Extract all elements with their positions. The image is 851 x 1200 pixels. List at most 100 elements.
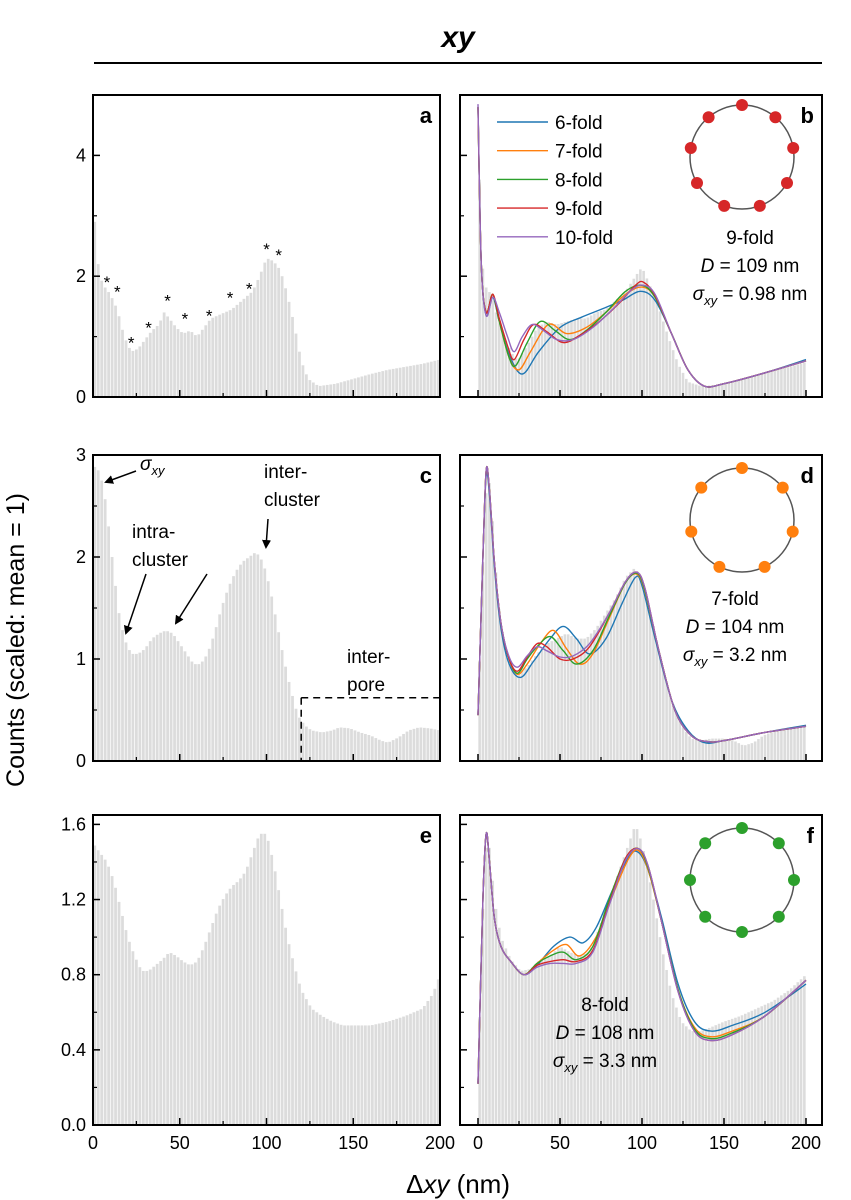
histogram-bar xyxy=(570,636,573,761)
histogram-bar xyxy=(270,596,274,761)
histogram-bar xyxy=(252,287,256,397)
histogram-bar xyxy=(187,656,190,761)
histogram-bar xyxy=(655,641,659,761)
histogram-bar xyxy=(325,384,329,397)
histogram-bar xyxy=(173,325,176,397)
legend-label-7-fold: 7-fold xyxy=(555,142,603,163)
histogram-bar xyxy=(377,371,381,397)
histogram-bar xyxy=(294,333,298,397)
histogram-bar xyxy=(287,944,291,1125)
histogram-bar xyxy=(367,734,371,761)
histogram-bar xyxy=(311,1009,315,1125)
histogram-bar xyxy=(573,954,577,1125)
inset-diameter: D = 104 nm xyxy=(686,617,785,638)
histogram-bar xyxy=(207,320,211,397)
inset-diameter-value: = 104 nm xyxy=(699,617,784,638)
histogram-bar xyxy=(329,730,333,761)
histogram-bar xyxy=(107,526,110,761)
histogram-bar xyxy=(701,740,704,761)
histogram-bar xyxy=(662,321,665,397)
histogram-bar xyxy=(416,364,419,397)
histogram-bar xyxy=(249,857,253,1125)
histogram-bar xyxy=(727,381,731,397)
histogram-bar xyxy=(180,332,183,397)
histogram-bar xyxy=(557,948,560,1125)
histogram-bar xyxy=(318,1014,322,1125)
histogram-bar xyxy=(501,632,504,761)
histogram-bar xyxy=(110,876,114,1125)
histogram-bar xyxy=(311,730,315,761)
histogram-bar xyxy=(639,578,642,761)
histogram-bar xyxy=(799,363,803,397)
pore-dot xyxy=(772,837,785,850)
panel-frame-e xyxy=(92,814,441,1126)
inset-sigma-subscript: xy xyxy=(703,293,719,308)
histogram-bar xyxy=(294,708,298,761)
histogram-c xyxy=(93,466,440,762)
histogram-bar xyxy=(423,1006,426,1125)
histogram-bar xyxy=(124,642,128,761)
histogram-bar xyxy=(694,384,698,397)
histogram-bar xyxy=(336,728,340,761)
panel-b: b 6-fold 7-fold 8-fold 9-fold 10-fold 9-fold D … xyxy=(459,94,823,398)
histogram-bar xyxy=(409,729,412,761)
histogram-bar xyxy=(596,311,600,397)
histogram-bar xyxy=(553,324,557,397)
histogram-bar xyxy=(711,738,714,761)
pore-dot xyxy=(684,142,697,154)
histogram-bar xyxy=(273,614,277,762)
histogram-bar xyxy=(501,940,504,1125)
x-tick-label: 50 xyxy=(550,1133,570,1153)
histogram-bar xyxy=(760,736,764,761)
series-line-10-fold xyxy=(477,465,807,743)
histogram-bar xyxy=(419,364,423,397)
histogram-bar xyxy=(478,179,481,397)
histogram-bar xyxy=(263,262,267,397)
pore-dot xyxy=(699,837,712,850)
histogram-bar xyxy=(377,739,381,761)
histogram-bar xyxy=(698,385,701,397)
histogram-bar xyxy=(780,729,783,761)
histogram-bar xyxy=(691,383,695,397)
histogram-bar xyxy=(308,1005,312,1125)
histogram-bar xyxy=(619,866,622,1125)
histogram-bar xyxy=(329,1020,333,1125)
histogram-bar xyxy=(711,385,714,397)
histogram-bar xyxy=(527,969,531,1125)
histogram-bar xyxy=(134,349,138,397)
histogram-bar xyxy=(507,347,511,397)
histogram-bar xyxy=(766,1003,770,1125)
annotation-interpore-line1: inter- xyxy=(347,647,390,668)
histogram-bar xyxy=(232,576,235,762)
histogram-bar xyxy=(576,638,580,761)
histogram-bar xyxy=(671,350,675,397)
histogram-bar xyxy=(648,612,652,761)
histogram-bar xyxy=(557,324,560,397)
histogram-bar xyxy=(350,1025,353,1125)
histogram-bar xyxy=(391,1019,395,1125)
histogram-bar xyxy=(589,948,593,1125)
histogram-bar xyxy=(527,664,531,761)
x-tick-label: 50 xyxy=(170,1133,190,1153)
histogram-bar xyxy=(190,332,194,397)
histogram-bar xyxy=(270,854,274,1125)
histogram-bar xyxy=(433,988,437,1125)
histogram-bar xyxy=(593,630,596,761)
histogram-bar xyxy=(395,1018,399,1125)
histogram-bar xyxy=(675,359,678,397)
histogram-bar xyxy=(259,833,263,1125)
histogram-bar xyxy=(249,292,253,397)
histogram-bar xyxy=(169,953,173,1125)
histogram-bar xyxy=(117,901,121,1125)
annotation-arrow-inter xyxy=(262,518,271,549)
histogram-bar xyxy=(632,829,636,1125)
histogram-bar xyxy=(339,1024,343,1125)
pore-dot xyxy=(772,910,785,923)
histogram-bar xyxy=(573,318,577,397)
histogram-bar xyxy=(547,322,550,397)
histogram-bar xyxy=(612,885,616,1125)
x-tick-label: 150 xyxy=(338,1133,368,1153)
histogram-bar xyxy=(632,568,636,761)
histogram-bar xyxy=(665,331,668,397)
histogram-bar xyxy=(648,882,652,1125)
